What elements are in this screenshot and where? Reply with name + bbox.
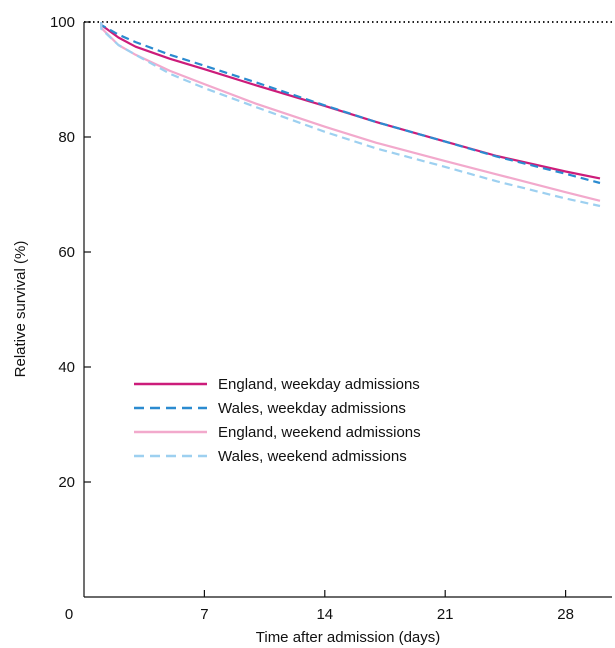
x-axis-label: Time after admission (days) [256, 629, 441, 646]
legend-label-2: Wales, weekday admissions [218, 400, 406, 417]
legend-label-4: Wales, weekend admissions [218, 448, 407, 465]
series-line-2 [100, 22, 601, 185]
x-tick-label-0: 0 [65, 606, 73, 623]
y-tick-label-20: 20 [58, 474, 75, 491]
y-tick-label-60: 60 [58, 244, 75, 261]
axes [83, 22, 612, 598]
ticks: 0 7 14 21 28 20 40 60 80 100 [50, 14, 574, 623]
legend: England, weekday admissions Wales, weekda… [134, 376, 421, 465]
x-tick-label-28: 28 [557, 606, 574, 623]
x-tick-label-14: 14 [316, 606, 333, 623]
series-line-4 [100, 22, 601, 208]
y-axis-label: Relative survival (%) [12, 241, 29, 378]
series-layer [100, 22, 601, 208]
x-tick-label-21: 21 [437, 606, 454, 623]
y-tick-label-40: 40 [58, 359, 75, 376]
legend-label-1: England, weekday admissions [218, 376, 420, 393]
axis-labels: Time after admission (days) Relative sur… [12, 241, 440, 646]
legend-label-3: England, weekend admissions [218, 424, 421, 441]
x-tick-label-7: 7 [200, 606, 208, 623]
y-tick-label-100: 100 [50, 14, 75, 31]
series-line-3 [100, 22, 601, 202]
y-tick-label-80: 80 [58, 129, 75, 146]
series-line-1 [100, 22, 601, 180]
